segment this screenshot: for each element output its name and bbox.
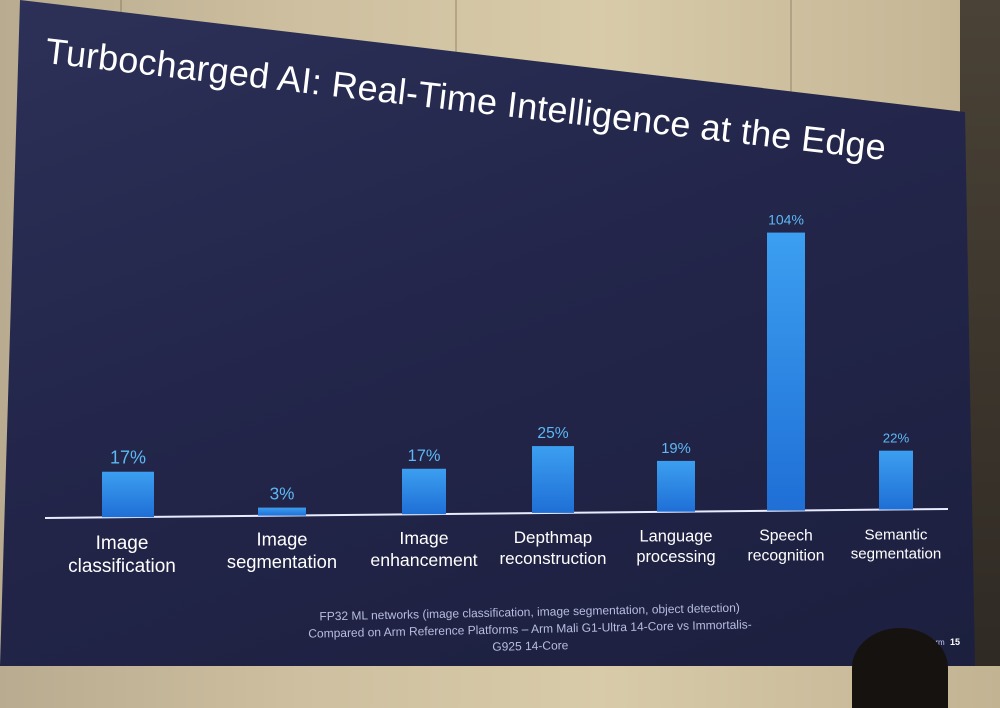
data-label: 104% [768,212,804,228]
category-label: enhancement [370,550,477,570]
chart-bar [532,446,574,513]
bar-chart: 17%Imageclassification3%Imagesegmentatio… [44,211,949,577]
data-label: 22% [883,431,910,446]
page-number: 15 [950,637,961,647]
chart-bar [657,460,695,512]
category-label: Image [96,533,149,554]
category-label: segmentation [851,546,942,563]
data-label: 19% [661,441,691,457]
category-label: Image [257,529,308,550]
chart-bar [258,507,306,516]
category-label: Language [640,528,713,546]
category-label: Semantic [865,526,928,543]
presentation-slide: Turbocharged AI: Real-Time Intelligence … [0,0,975,666]
category-label: classification [68,556,176,577]
category-label: reconstruction [500,549,607,568]
category-label: recognition [747,547,824,564]
chart-bar [767,232,805,511]
category-label: processing [636,548,715,566]
category-label: segmentation [227,551,337,572]
data-label: 17% [110,448,146,468]
category-label: Depthmap [514,528,593,547]
chart-baseline [44,507,949,519]
chart-bar [879,450,913,510]
slide-footnote: FP32 ML networks (image classification, … [300,599,761,660]
audience-head [852,628,948,708]
chart-bar [402,468,446,515]
data-label: 3% [270,484,295,504]
data-label: 25% [537,425,568,442]
data-label: 17% [408,447,441,465]
wall-seam [790,0,792,140]
category-label: Image [399,528,448,548]
chart-bar [102,471,154,518]
category-label: Speech [759,528,812,545]
